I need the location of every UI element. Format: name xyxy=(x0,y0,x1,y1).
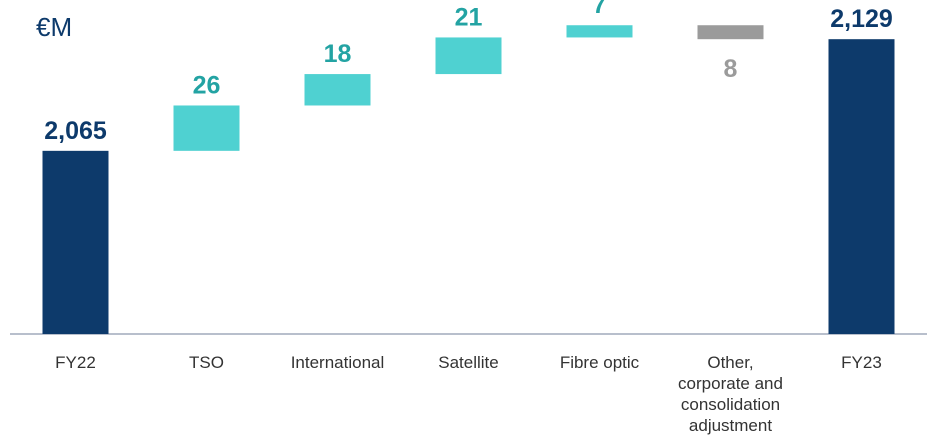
bar-6 xyxy=(828,39,895,334)
bar-3 xyxy=(435,37,502,75)
category-label-6: FY23 xyxy=(841,353,882,372)
unit-label: €M xyxy=(36,12,73,42)
bar-4 xyxy=(566,25,633,38)
data-label-1: 26 xyxy=(193,71,221,99)
category-label-0: FY22 xyxy=(55,353,96,372)
data-label-6: 2,129 xyxy=(830,5,893,33)
bar-5 xyxy=(697,25,764,40)
data-label-4: 7 xyxy=(593,0,607,19)
data-label-3: 21 xyxy=(455,3,483,31)
category-label-3: Satellite xyxy=(438,353,498,372)
category-label-4: Fibre optic xyxy=(560,353,640,372)
category-label-2: International xyxy=(291,353,385,372)
bar-2 xyxy=(304,74,371,106)
category-label-1: TSO xyxy=(189,353,224,372)
data-label-2: 18 xyxy=(324,40,352,68)
data-label-5: 8 xyxy=(724,55,738,83)
bar-0 xyxy=(42,150,109,334)
data-label-0: 2,065 xyxy=(44,117,107,145)
bar-1 xyxy=(173,105,240,151)
category-label-5: Other, corporate and consolidation adjustme… xyxy=(678,353,783,435)
